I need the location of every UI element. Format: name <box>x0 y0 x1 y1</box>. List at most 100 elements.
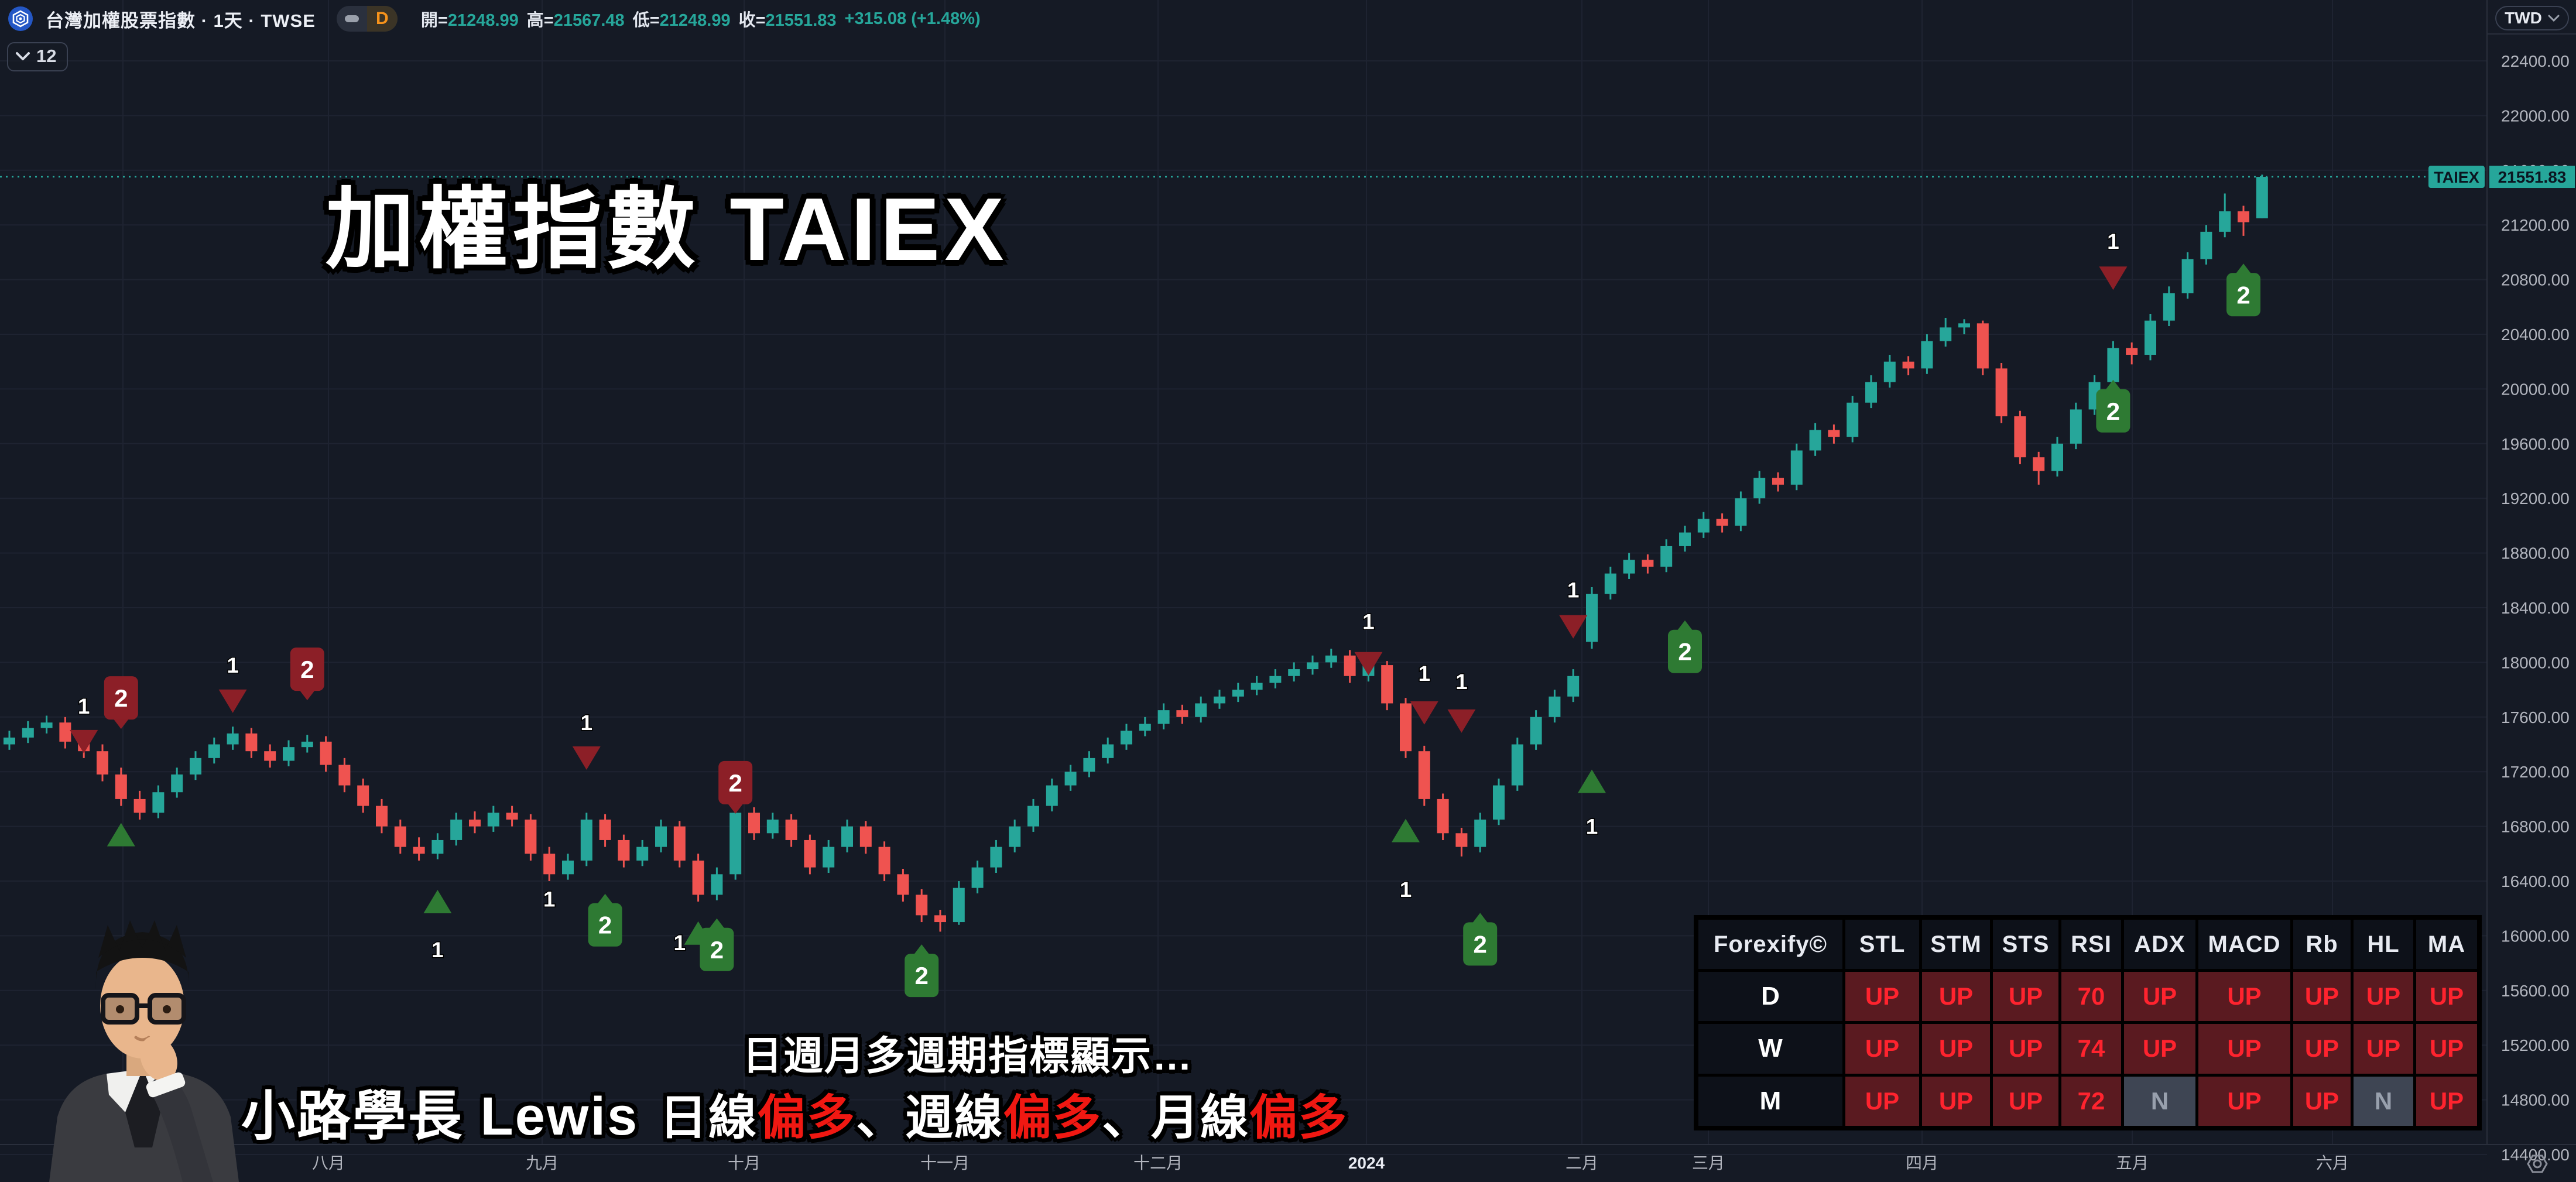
count-marker: 1 <box>581 711 593 735</box>
host-photo <box>49 920 239 1182</box>
price-tick-label: 17600.00 <box>2501 708 2570 727</box>
price-tick-label: 16800.00 <box>2501 818 2570 836</box>
change-value: +315.08 (+1.48%) <box>844 9 981 28</box>
price-tick-label: 16400.00 <box>2501 872 2570 890</box>
sell-triangle-icon <box>218 689 247 713</box>
time-tick-label: 四月 <box>1906 1154 1938 1172</box>
count-marker: 1 <box>1362 609 1375 633</box>
signal-cell: UP <box>2124 972 2195 1022</box>
page-title: 加權指數 TAIEX <box>326 180 1009 279</box>
close-value: 21551.83 <box>765 11 837 30</box>
caption-line2: 日線偏多、週線偏多、月線偏多 <box>659 1078 1348 1148</box>
author-name: 小路學長 Lewis <box>241 1087 639 1146</box>
signal-cell: UP <box>1993 972 2058 1022</box>
signal-row-label: W <box>1698 1024 1842 1074</box>
price-tick-label: 14800.00 <box>2501 1091 2570 1109</box>
signal-cell: UP <box>1845 1076 1919 1126</box>
signal-column-header: MA <box>2416 920 2477 969</box>
caption-segment: 、月線 <box>1102 1091 1250 1145</box>
svg-text:21551.83: 21551.83 <box>2498 168 2567 186</box>
buy-tag-marker: 2 <box>2096 379 2130 433</box>
time-tick-label: 十一月 <box>920 1154 970 1172</box>
high-value: 21567.48 <box>553 11 625 30</box>
count-marker: 1 <box>1455 670 1468 694</box>
signal-table-header: Forexify© STL STM STS RSI ADX MACD Rb HL MA <box>1698 920 2477 969</box>
signal-column-header: STS <box>1993 920 2058 969</box>
svg-text:2: 2 <box>2236 281 2250 309</box>
interval-label: D <box>376 9 389 28</box>
svg-text:2: 2 <box>300 656 314 683</box>
symbol-price-tag: TAIEX 21551.83 <box>2428 166 2575 189</box>
sell-triangle-icon <box>1354 652 1383 676</box>
time-tick-label: 五月 <box>2116 1154 2149 1172</box>
low-value: 21248.99 <box>659 11 731 30</box>
svg-text:2: 2 <box>729 769 742 797</box>
buy-tag-marker: 2 <box>700 918 734 971</box>
buy-triangle-icon <box>107 823 135 847</box>
buy-tag-marker: 2 <box>905 944 939 998</box>
signal-table-row: M UP UP UP 72 N UP UP N UP <box>1698 1076 2477 1126</box>
signal-cell: UP <box>1922 1076 1990 1126</box>
time-tick-label: 二月 <box>1566 1154 1598 1172</box>
signal-cell: UP <box>2293 1076 2351 1126</box>
buy-tag-marker: 2 <box>1463 913 1498 966</box>
time-axis[interactable]: 七月八月九月十月十一月十二月2024二月三月四月五月六月 <box>107 1154 2349 1172</box>
symbol-title[interactable]: 台灣加權股票指數 · 1天 · TWSE <box>46 10 316 31</box>
currency-selector[interactable]: TWD <box>2495 6 2569 30</box>
time-tick-label: 六月 <box>2316 1154 2349 1172</box>
price-tick-label: 20800.00 <box>2501 271 2570 289</box>
instrument-logo-icon <box>8 6 33 31</box>
signal-column-header: Forexify© <box>1698 920 1842 969</box>
chevron-down-icon <box>16 52 30 60</box>
sell-triangle-icon <box>1447 709 1476 733</box>
indicator-collapsed-badge[interactable]: 12 <box>7 42 68 71</box>
signal-cell: UP <box>2198 1076 2290 1126</box>
signal-column-header: STM <box>1922 920 1990 969</box>
signal-cell: UP <box>2354 972 2413 1022</box>
signal-column-header: ADX <box>2124 920 2195 969</box>
caption-segment-highlight: 偏多 <box>1003 1091 1102 1145</box>
signal-column-header: Rb <box>2293 920 2351 969</box>
symbol-header: 台灣加權股票指數 · 1天 · TWSE D 開=21248.99 高=2156… <box>8 5 981 33</box>
count-marker: 1 <box>78 694 90 718</box>
sell-triangle-icon <box>1410 701 1438 725</box>
price-tick-label: 20400.00 <box>2501 326 2570 344</box>
axis-settings-icon[interactable] <box>2527 1154 2548 1173</box>
time-tick-label: 2024 <box>1348 1154 1385 1172</box>
buy-triangle-icon <box>1392 818 1420 842</box>
open-label: 開= <box>420 11 448 30</box>
currency-label: TWD <box>2505 9 2542 27</box>
time-tick-label: 八月 <box>312 1154 345 1172</box>
count-marker: 1 <box>674 931 686 955</box>
close-label: 收= <box>738 11 766 30</box>
buy-triangle-icon <box>423 890 452 914</box>
time-tick-label: 三月 <box>1692 1154 1725 1172</box>
price-tick-label: 21200.00 <box>2501 216 2570 234</box>
sell-tag-marker: 2 <box>290 647 324 701</box>
signal-cell: 72 <box>2061 1076 2121 1126</box>
signal-column-header: RSI <box>2061 920 2121 969</box>
signal-column-header: HL <box>2354 920 2413 969</box>
svg-text:2: 2 <box>1678 638 1691 666</box>
price-tick-label: 16000.00 <box>2501 927 2570 945</box>
signal-cell: UP <box>2354 1024 2413 1074</box>
price-tick-label: 20000.00 <box>2501 380 2570 398</box>
indicator-badge-count: 12 <box>36 46 57 66</box>
count-marker: 1 <box>2107 229 2119 253</box>
time-tick-label: 十二月 <box>1133 1154 1183 1172</box>
signal-cell: N <box>2354 1076 2413 1126</box>
signal-cell: UP <box>2416 972 2477 1022</box>
caption-segment: 日線 <box>659 1091 758 1145</box>
signal-cell: UP <box>1845 1024 1919 1074</box>
low-label: 低= <box>632 11 660 30</box>
time-tick-label: 九月 <box>526 1154 559 1172</box>
caption-segment: 、週線 <box>856 1091 1004 1145</box>
price-tick-label: 18800.00 <box>2501 544 2570 563</box>
interval-toggle[interactable]: D <box>336 6 398 32</box>
sell-tag-marker: 2 <box>104 676 138 729</box>
signal-table-row: W UP UP UP 74 UP UP UP UP UP <box>1698 1024 2477 1074</box>
price-axis[interactable]: 22400.0022000.0021600.0021200.0020800.00… <box>2501 52 2570 1164</box>
signal-cell: 74 <box>2061 1024 2121 1074</box>
